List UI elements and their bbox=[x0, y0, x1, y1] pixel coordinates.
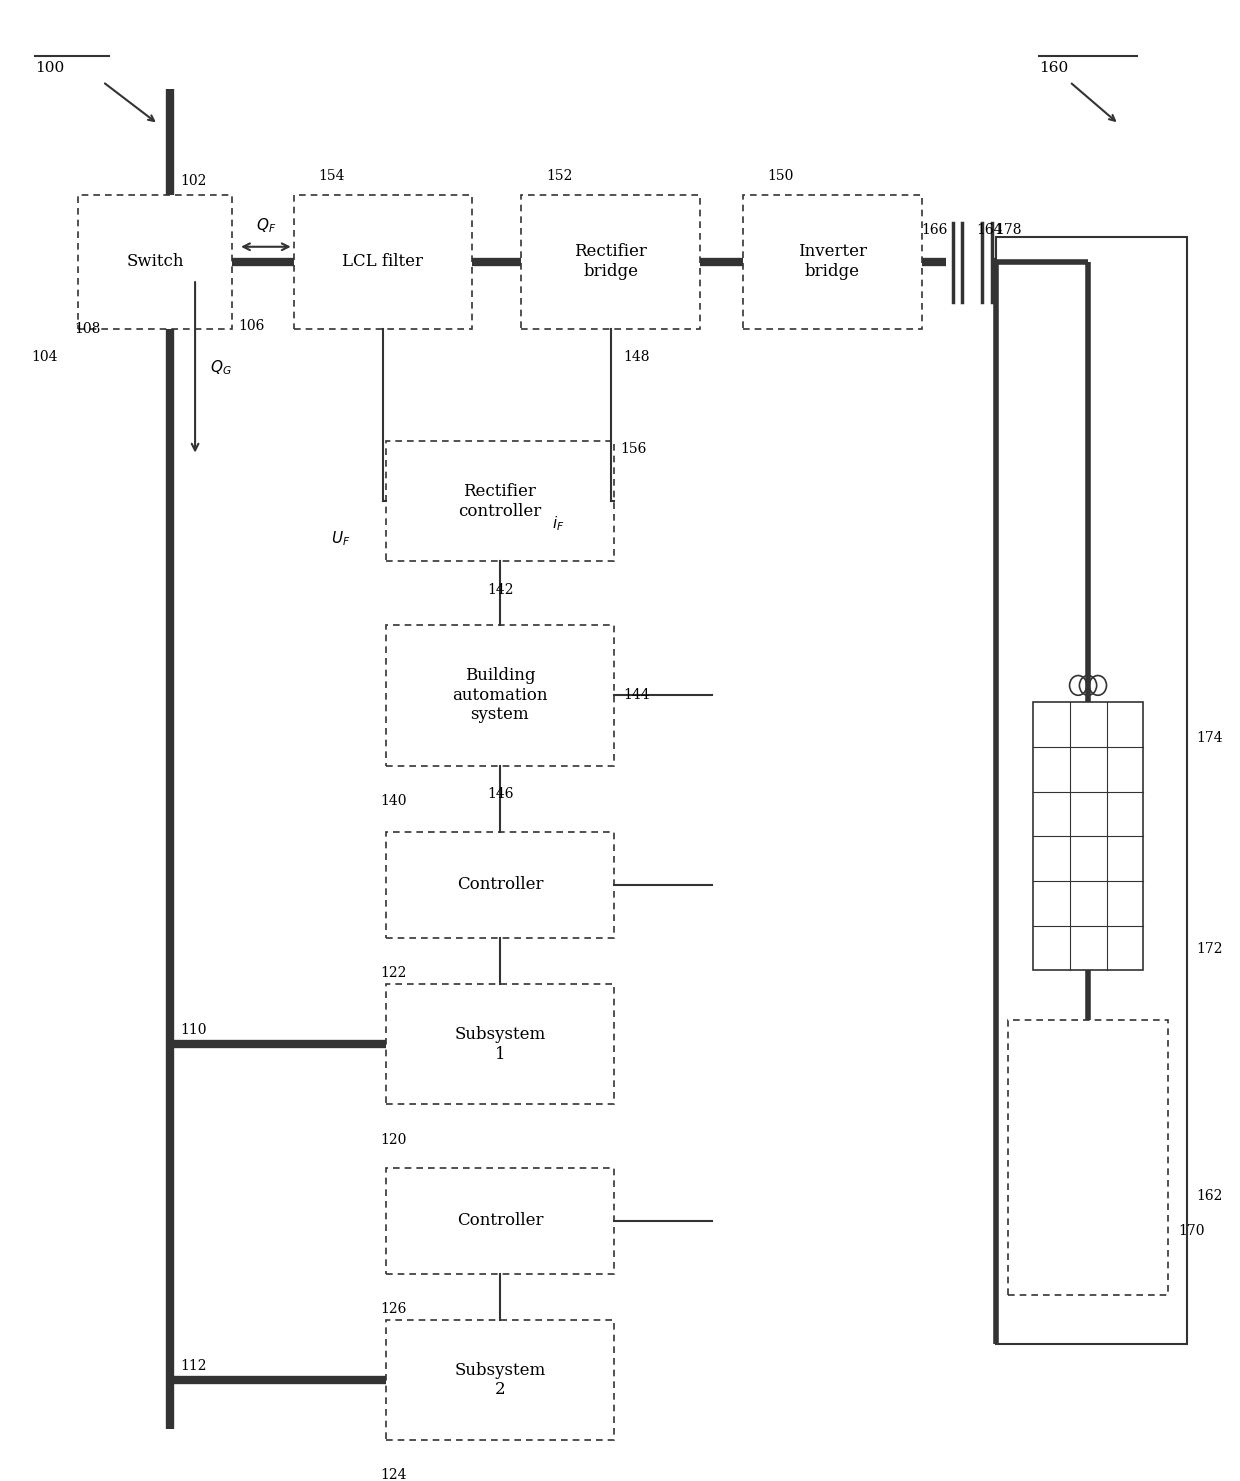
FancyBboxPatch shape bbox=[386, 625, 614, 766]
Text: 162: 162 bbox=[1197, 1189, 1223, 1203]
Text: $U_F$: $U_F$ bbox=[331, 529, 350, 548]
Text: 154: 154 bbox=[319, 169, 345, 184]
Text: 110: 110 bbox=[180, 1023, 207, 1037]
FancyBboxPatch shape bbox=[1008, 1020, 1168, 1294]
FancyBboxPatch shape bbox=[996, 237, 1187, 1345]
Text: 108: 108 bbox=[74, 321, 100, 336]
FancyBboxPatch shape bbox=[386, 1320, 614, 1440]
Text: Switch: Switch bbox=[126, 253, 184, 270]
FancyBboxPatch shape bbox=[743, 194, 921, 329]
Text: 178: 178 bbox=[996, 222, 1022, 237]
Text: Controller: Controller bbox=[456, 877, 543, 893]
FancyBboxPatch shape bbox=[294, 194, 472, 329]
Text: 150: 150 bbox=[768, 169, 794, 184]
Text: 106: 106 bbox=[238, 318, 264, 333]
Text: $i_F$: $i_F$ bbox=[552, 515, 564, 533]
Text: 140: 140 bbox=[379, 794, 407, 809]
Text: 160: 160 bbox=[1039, 61, 1068, 74]
FancyBboxPatch shape bbox=[386, 832, 614, 937]
Text: 170: 170 bbox=[1178, 1225, 1204, 1238]
Text: 100: 100 bbox=[35, 61, 64, 74]
Text: Subsystem
2: Subsystem 2 bbox=[454, 1361, 546, 1398]
Text: 172: 172 bbox=[1197, 942, 1223, 957]
Text: 156: 156 bbox=[620, 441, 646, 456]
Text: $Q_F$: $Q_F$ bbox=[255, 216, 277, 234]
FancyBboxPatch shape bbox=[386, 441, 614, 561]
Text: 102: 102 bbox=[180, 173, 207, 188]
Text: 126: 126 bbox=[379, 1302, 407, 1315]
Text: $Q_G$: $Q_G$ bbox=[210, 358, 232, 376]
Text: Rectifier
controller: Rectifier controller bbox=[459, 483, 542, 520]
Text: Controller: Controller bbox=[456, 1211, 543, 1229]
Text: 148: 148 bbox=[622, 350, 650, 364]
Text: 174: 174 bbox=[1197, 730, 1223, 745]
Text: Building
automation
system: Building automation system bbox=[453, 666, 548, 723]
Text: 112: 112 bbox=[180, 1360, 207, 1373]
Text: 104: 104 bbox=[31, 350, 58, 364]
Text: 122: 122 bbox=[379, 966, 407, 980]
FancyBboxPatch shape bbox=[1033, 702, 1143, 970]
Text: 120: 120 bbox=[379, 1133, 407, 1146]
Text: Inverter
bridge: Inverter bridge bbox=[799, 243, 867, 280]
Text: Rectifier
bridge: Rectifier bridge bbox=[574, 243, 647, 280]
FancyBboxPatch shape bbox=[522, 194, 701, 329]
Text: 124: 124 bbox=[379, 1468, 407, 1481]
FancyBboxPatch shape bbox=[78, 194, 232, 329]
Text: 164: 164 bbox=[976, 222, 1002, 237]
FancyBboxPatch shape bbox=[386, 1167, 614, 1274]
Text: 146: 146 bbox=[487, 786, 515, 801]
Text: LCL filter: LCL filter bbox=[342, 253, 423, 270]
Text: Subsystem
1: Subsystem 1 bbox=[454, 1026, 546, 1063]
Text: 166: 166 bbox=[921, 222, 949, 237]
Text: 142: 142 bbox=[487, 582, 515, 597]
Text: 144: 144 bbox=[624, 689, 650, 702]
Text: 152: 152 bbox=[546, 169, 573, 184]
FancyBboxPatch shape bbox=[386, 985, 614, 1105]
